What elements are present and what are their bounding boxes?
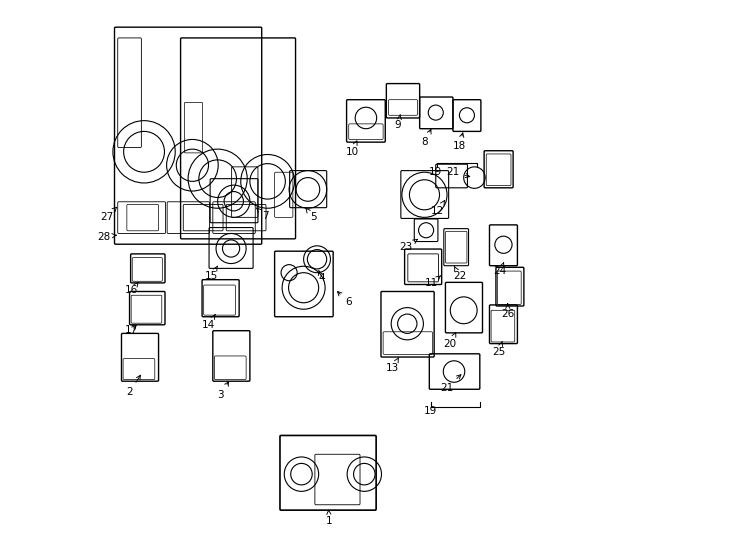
- Text: 12: 12: [432, 200, 445, 216]
- Text: 1: 1: [326, 510, 333, 526]
- Text: 20: 20: [444, 333, 457, 349]
- Text: 4: 4: [318, 270, 324, 283]
- Text: 23: 23: [399, 239, 418, 252]
- Text: 6: 6: [338, 292, 352, 307]
- Text: 9: 9: [395, 114, 401, 130]
- Text: 2: 2: [126, 375, 140, 397]
- Text: 28: 28: [97, 232, 116, 242]
- Text: 14: 14: [202, 315, 215, 330]
- Text: 19: 19: [424, 406, 437, 416]
- Text: 26: 26: [501, 303, 515, 319]
- Text: 24: 24: [493, 263, 507, 276]
- Text: 15: 15: [205, 266, 218, 281]
- Text: 17: 17: [125, 325, 138, 335]
- Text: 7: 7: [257, 208, 268, 221]
- Text: 3: 3: [217, 382, 228, 400]
- Text: 19: 19: [429, 167, 443, 177]
- Text: 18: 18: [453, 133, 466, 151]
- Text: 21: 21: [440, 375, 461, 393]
- Text: 5: 5: [305, 208, 316, 222]
- Text: 11: 11: [425, 275, 441, 288]
- Text: 8: 8: [422, 130, 431, 147]
- Text: 16: 16: [125, 282, 138, 295]
- Text: 21: 21: [446, 167, 470, 178]
- Text: 10: 10: [346, 141, 358, 157]
- Text: 13: 13: [386, 357, 399, 373]
- Text: 22: 22: [453, 266, 466, 281]
- Text: 25: 25: [492, 341, 505, 356]
- Text: 27: 27: [100, 207, 117, 222]
